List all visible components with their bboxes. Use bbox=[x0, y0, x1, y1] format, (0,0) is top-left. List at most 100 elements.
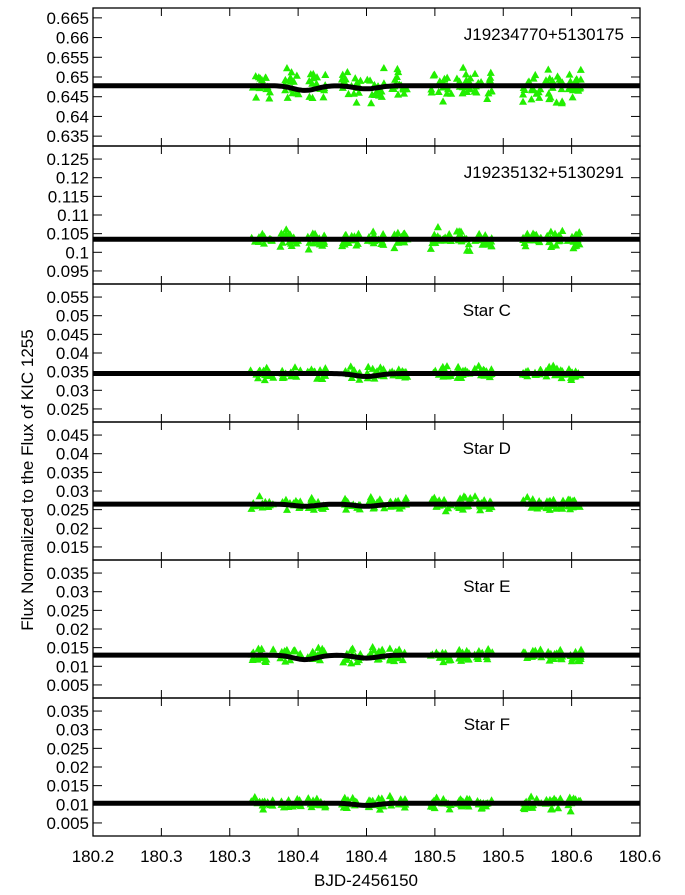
data-point bbox=[574, 656, 583, 664]
data-point bbox=[286, 656, 295, 664]
data-point bbox=[427, 85, 436, 93]
data-point bbox=[353, 239, 362, 247]
y-tick-label: 0.64 bbox=[56, 107, 89, 126]
y-tick-label: 0.005 bbox=[46, 814, 89, 833]
data-point bbox=[487, 365, 496, 373]
data-point bbox=[247, 504, 256, 512]
data-point bbox=[394, 90, 403, 98]
data-point bbox=[447, 89, 456, 97]
y-tick-label: 0.03 bbox=[56, 583, 89, 602]
data-point bbox=[348, 793, 357, 802]
data-point bbox=[307, 493, 316, 502]
data-point bbox=[351, 74, 360, 82]
y-tick-label: 0.02 bbox=[56, 758, 89, 777]
data-point bbox=[523, 803, 532, 811]
data-point bbox=[458, 89, 467, 97]
data-point bbox=[283, 505, 292, 513]
panel-label: J19235132+5130291 bbox=[464, 163, 624, 182]
y-tick-label: 0.11 bbox=[57, 206, 89, 225]
y-tick-label: 0.645 bbox=[46, 88, 89, 107]
data-point bbox=[269, 645, 278, 653]
y-tick-label: 0.04 bbox=[56, 344, 89, 363]
y-tick-label: 0.115 bbox=[48, 187, 89, 206]
y-axis-title: Flux Normalized to the Flux of KIC 1255 bbox=[18, 329, 37, 630]
data-point bbox=[576, 65, 585, 73]
data-point bbox=[368, 364, 377, 372]
data-point bbox=[259, 805, 268, 813]
data-point bbox=[311, 229, 320, 237]
y-tick-label: 0.015 bbox=[46, 639, 89, 658]
x-tick-label: 180.6 bbox=[619, 847, 662, 866]
data-point bbox=[577, 645, 586, 653]
data-point bbox=[523, 492, 532, 501]
data-point bbox=[551, 229, 560, 237]
model-curve bbox=[93, 800, 640, 808]
data-point bbox=[464, 77, 473, 85]
data-point bbox=[292, 239, 301, 247]
data-point bbox=[440, 495, 449, 504]
data-point bbox=[281, 75, 290, 84]
data-point bbox=[391, 75, 400, 83]
data-point bbox=[552, 241, 561, 249]
y-tick-label: 0.635 bbox=[46, 127, 89, 146]
data-point bbox=[379, 229, 388, 238]
data-point bbox=[541, 76, 550, 84]
y-tick-label: 0.03 bbox=[56, 721, 89, 740]
y-tick-label: 0.035 bbox=[46, 564, 89, 583]
data-point bbox=[343, 67, 352, 76]
y-tick-label: 0.02 bbox=[56, 620, 89, 639]
data-point bbox=[439, 97, 448, 105]
data-point bbox=[571, 231, 580, 239]
data-point bbox=[453, 373, 462, 381]
data-point bbox=[320, 647, 329, 655]
data-point bbox=[370, 646, 379, 654]
y-tick-label: 0.66 bbox=[56, 29, 89, 48]
data-point bbox=[471, 69, 480, 77]
y-tick-label: 0.015 bbox=[46, 538, 89, 557]
data-point bbox=[519, 90, 528, 98]
data-point bbox=[527, 95, 536, 103]
data-point bbox=[319, 93, 328, 101]
data-point bbox=[400, 89, 409, 97]
data-point bbox=[554, 804, 563, 812]
data-point bbox=[552, 98, 561, 106]
y-tick-label: 0.02 bbox=[56, 519, 89, 538]
y-tick-label: 0.035 bbox=[46, 363, 89, 382]
data-point bbox=[364, 362, 373, 371]
panel-label: Star E bbox=[463, 577, 510, 596]
data-point bbox=[368, 90, 377, 98]
y-tick-label: 0.105 bbox=[46, 225, 89, 244]
data-point bbox=[282, 64, 291, 72]
data-point bbox=[521, 242, 530, 250]
data-point bbox=[486, 76, 495, 85]
data-point bbox=[528, 495, 537, 503]
data-point bbox=[340, 793, 349, 801]
data-point bbox=[293, 794, 302, 803]
data-point bbox=[398, 655, 407, 664]
data-point bbox=[290, 646, 299, 654]
data-point bbox=[461, 70, 470, 78]
data-point bbox=[250, 792, 259, 801]
data-point bbox=[294, 90, 303, 98]
y-tick-label: 0.045 bbox=[46, 325, 89, 344]
data-point bbox=[349, 89, 358, 97]
data-point bbox=[544, 65, 553, 73]
data-point bbox=[487, 87, 496, 95]
panel-frame bbox=[92, 421, 641, 561]
data-point bbox=[536, 645, 545, 653]
data-point bbox=[377, 239, 386, 247]
data-point bbox=[394, 67, 403, 76]
data-point bbox=[485, 240, 494, 248]
x-axis: 180.2 180.3 180.3 180.4 180.4 180.5 180.5 180.6… bbox=[72, 847, 662, 866]
data-point bbox=[385, 791, 394, 800]
model-curve bbox=[93, 371, 640, 379]
data-point bbox=[304, 245, 313, 253]
data-point bbox=[281, 86, 290, 94]
x-tick-label: 180.4 bbox=[277, 847, 320, 866]
x-axis-title: BJD-2456150 bbox=[314, 871, 418, 890]
data-point bbox=[456, 494, 465, 502]
data-point bbox=[452, 227, 461, 235]
data-point bbox=[262, 363, 271, 371]
data-point bbox=[355, 505, 364, 513]
